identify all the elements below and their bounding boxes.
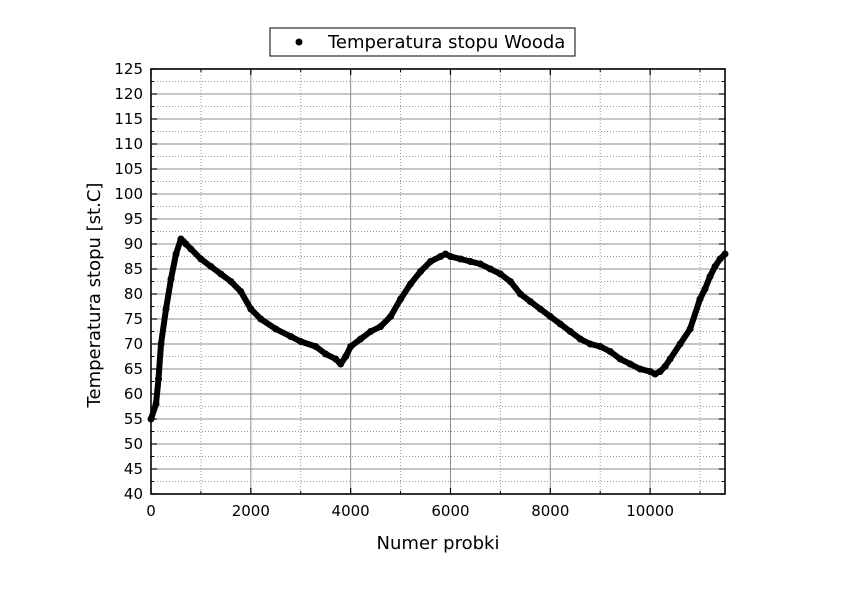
data-point <box>387 313 395 320</box>
data-point <box>217 270 225 278</box>
data-point <box>516 290 524 298</box>
x-tick-label: 2000 <box>232 502 270 520</box>
data-point <box>417 268 424 275</box>
x-tick-label: 6000 <box>431 502 469 520</box>
grid <box>151 69 725 494</box>
data-point <box>457 255 464 263</box>
data-point <box>247 305 255 313</box>
data-point <box>187 245 195 253</box>
data-point <box>447 253 454 260</box>
y-tick-label: 45 <box>124 460 143 478</box>
y-tick-label: 95 <box>124 210 143 228</box>
data-point <box>357 335 365 343</box>
x-tick-label: 4000 <box>332 502 370 520</box>
data-point <box>686 325 694 333</box>
data-point <box>297 338 305 345</box>
data-point <box>596 343 604 350</box>
y-tick-label: 90 <box>124 235 143 253</box>
x-tick-labels: 0 2000 4000 6000 8000 10000 <box>146 502 674 520</box>
data-point <box>536 305 544 313</box>
x-tick-label: 8000 <box>531 502 569 520</box>
data-point <box>257 315 265 323</box>
x-tick-label: 0 <box>146 502 156 520</box>
data-point <box>606 348 614 355</box>
data-point <box>656 368 664 375</box>
data-point <box>167 275 175 283</box>
data-point <box>287 333 295 340</box>
y-tick-label: 55 <box>124 410 143 428</box>
data-point <box>227 278 235 285</box>
data-point <box>506 278 514 285</box>
data-point <box>711 263 719 270</box>
y-tick-label: 40 <box>124 485 143 503</box>
data-point <box>706 273 714 280</box>
data-point <box>407 280 414 288</box>
legend-label: Temperatura stopu Wooda <box>327 32 565 53</box>
data-point <box>716 255 724 263</box>
y-tick-labels: 40 45 50 55 60 65 70 75 80 85 90 95 100 105 110 115 120 1… <box>114 60 143 503</box>
y-tick-label: 125 <box>114 60 143 78</box>
x-axis-title: Numer probki <box>377 533 500 554</box>
data-point <box>272 325 280 333</box>
data-point <box>626 360 634 368</box>
data-series <box>147 235 729 423</box>
y-tick-label: 115 <box>114 110 143 128</box>
data-point <box>496 270 504 278</box>
data-point <box>157 340 165 348</box>
data-point <box>162 305 170 313</box>
y-tick-label: 85 <box>124 260 143 278</box>
data-point <box>526 298 534 305</box>
data-point <box>661 363 669 370</box>
data-point <box>466 258 474 265</box>
y-tick-label: 75 <box>124 310 143 328</box>
x-tick-label: 10000 <box>626 502 674 520</box>
legend: Temperatura stopu Wooda <box>269 27 576 57</box>
data-point <box>332 355 340 363</box>
data-point <box>237 288 245 295</box>
y-tick-label: 65 <box>124 360 143 378</box>
data-point <box>476 260 484 268</box>
data-point <box>172 250 180 258</box>
y-axis-title: Temperatura stopu [st.C] <box>84 183 105 409</box>
y-tick-label: 105 <box>114 160 143 178</box>
data-point <box>636 365 644 373</box>
data-point <box>576 335 584 343</box>
data-point <box>197 255 205 263</box>
legend-box <box>269 27 576 57</box>
data-point <box>377 323 385 330</box>
data-point <box>486 265 494 273</box>
data-point <box>342 353 350 360</box>
y-tick-label: 70 <box>124 335 143 353</box>
legend-marker <box>295 38 303 46</box>
y-tick-label: 120 <box>114 85 143 103</box>
data-point <box>155 375 162 383</box>
data-point <box>312 343 320 350</box>
data-point <box>696 295 704 303</box>
data-point <box>586 340 594 348</box>
data-point <box>666 355 674 363</box>
data-point <box>616 355 624 363</box>
y-tick-label: 50 <box>124 435 143 453</box>
y-tick-label: 110 <box>114 135 143 153</box>
data-point <box>337 360 345 368</box>
data-point <box>367 328 375 335</box>
data-point <box>676 340 684 348</box>
data-point <box>152 400 160 408</box>
data-point <box>546 313 554 320</box>
data-point <box>427 258 434 265</box>
data-point <box>207 263 215 270</box>
data-point <box>397 295 405 303</box>
data-point <box>322 350 330 358</box>
axis-ticks <box>150 68 725 495</box>
y-tick-label: 80 <box>124 285 143 303</box>
data-point <box>556 320 564 328</box>
y-tick-label: 60 <box>124 385 143 403</box>
data-point <box>701 285 709 293</box>
data-point <box>182 240 190 248</box>
data-point <box>347 343 355 350</box>
data-point <box>566 328 574 335</box>
y-tick-label: 100 <box>114 185 143 203</box>
